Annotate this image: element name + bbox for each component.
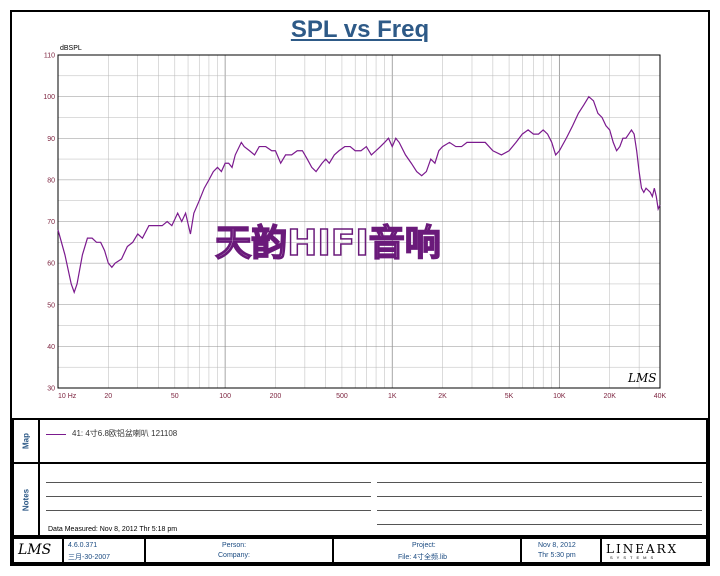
x-tick-label: 5K	[505, 393, 514, 400]
note-line	[46, 482, 371, 483]
map-panel: Map 41: 4寸6.8欧铝盆喇叭 121108	[12, 418, 708, 464]
x-tick-label: 20K	[603, 393, 616, 400]
version-date: 三月-30-2007	[68, 554, 111, 561]
x-tick-label: 500	[336, 393, 348, 400]
x-tick-label: 200	[270, 393, 282, 400]
plot-lms-logo: LMS	[627, 371, 656, 385]
footer-bar: LMS 4.6.0.371 三月-30-2007 Person: Company…	[12, 537, 708, 564]
data-measured-text: Data Measured: Nov 8, 2012 Thr 5:18 pm	[48, 526, 178, 533]
note-line	[46, 496, 371, 497]
note-line	[46, 510, 371, 511]
y-tick-label: 60	[47, 261, 55, 268]
footer-date-cell: Nov 8, 2012 Thr 5:30 pm	[522, 539, 602, 562]
plot-border	[57, 54, 661, 389]
version-text: 4.6.0.371	[68, 542, 98, 549]
y-tick-label: 90	[47, 136, 55, 143]
chart-grid	[57, 54, 661, 389]
y-axis-label: dBSPL	[60, 45, 82, 52]
x-tick-label: 40K	[654, 393, 667, 400]
x-tick-label: 20	[104, 393, 112, 400]
footer-time: Thr 5:30 pm	[538, 552, 576, 559]
x-tick-label: 50	[171, 393, 179, 400]
watermark-text: 天韵HIFI音响	[215, 223, 441, 264]
footer-project-cell: Project: File: 4寸全频.lib	[334, 539, 522, 562]
legend-swatch	[46, 434, 66, 435]
x-tick-labels: 10 Hz 20 50 100 200 500 1K 2K 5K 10K 20K 40K	[58, 393, 667, 400]
footer-brand-cell: LINEARX SYSTEMS	[602, 539, 706, 562]
note-line	[377, 510, 702, 511]
linearx-logo: LINEARX	[606, 542, 679, 556]
chart-title: SPL vs Freq	[290, 16, 430, 43]
y-tick-label: 110	[44, 53, 55, 60]
footer-date: Nov 8, 2012	[538, 542, 576, 549]
x-tick-label: 2K	[438, 393, 447, 400]
notes-side-label: Notes	[14, 464, 40, 535]
x-tick-label: 10 Hz	[58, 393, 77, 400]
y-tick-label: 30	[47, 386, 55, 393]
map-side-label: Map	[14, 420, 40, 462]
note-line	[377, 496, 702, 497]
x-tick-label: 1K	[388, 393, 397, 400]
y-tick-label: 80	[47, 177, 55, 184]
footer-version-cell: 4.6.0.371 三月-30-2007	[64, 539, 146, 562]
linearx-subtitle: SYSTEMS	[610, 555, 658, 560]
notes-panel: Notes Data Measured: Nov 8, 2012 Thr 5:1…	[12, 462, 708, 537]
person-label: Person:	[222, 542, 247, 549]
note-line	[377, 482, 702, 483]
company-label: Company:	[218, 552, 250, 559]
y-tick-label: 100	[43, 94, 55, 101]
file-label: File: 4寸全频.lib	[398, 554, 448, 561]
x-tick-label: 100	[219, 393, 231, 400]
legend-entry: 41: 4寸6.8欧铝盆喇叭 121108	[72, 429, 178, 438]
note-line	[377, 524, 702, 525]
spl-trace-line	[57, 95, 661, 295]
project-label: Project:	[412, 542, 436, 549]
y-tick-labels: 110 100 90 80 70 60 50 40 30	[43, 53, 55, 393]
y-tick-label: 50	[47, 302, 55, 309]
y-tick-label: 70	[47, 219, 55, 226]
footer-person-cell: Person: Company:	[146, 539, 334, 562]
footer-logo-cell: LMS	[14, 539, 64, 562]
x-tick-label: 10K	[553, 393, 566, 400]
y-tick-label: 40	[47, 344, 55, 351]
lms-logo: LMS	[18, 542, 52, 558]
